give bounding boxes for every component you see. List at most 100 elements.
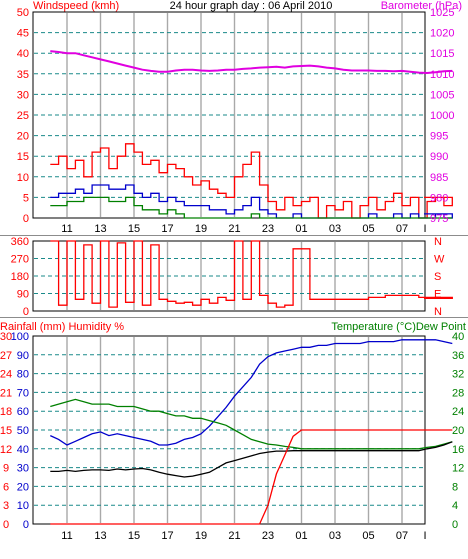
tick-label: 60 bbox=[17, 406, 29, 418]
barometer-tick-labels: 975 980 985 990 995 1000 1005 1010 1015 1020 1025 bbox=[430, 7, 454, 225]
windspeed-tick-labels: 0 5 10 15 20 25 30 35 40 45 50 bbox=[17, 7, 29, 225]
tick-label: 3 bbox=[3, 500, 9, 512]
tick-label: 0 bbox=[23, 213, 29, 225]
tick-label: 30 bbox=[0, 331, 12, 343]
tick-label: 8 bbox=[452, 481, 458, 493]
tick-label: 18 bbox=[0, 406, 12, 418]
time-tick-label: 01 bbox=[295, 530, 307, 542]
time-tick-label: I bbox=[423, 530, 426, 542]
time-tick-label: 13 bbox=[94, 223, 106, 235]
tick-label: 9 bbox=[3, 463, 9, 475]
tick-label: 1025 bbox=[430, 7, 454, 19]
tick-label: 15 bbox=[0, 425, 12, 437]
tick-label: 70 bbox=[17, 387, 29, 399]
wind-panel-series bbox=[50, 50, 453, 219]
tick-label: 0 bbox=[3, 519, 9, 531]
tick-label: 21 bbox=[0, 387, 12, 399]
tick-label: 20 bbox=[17, 481, 29, 493]
time-tick-label: 15 bbox=[128, 223, 140, 235]
tick-label: 1020 bbox=[430, 28, 454, 40]
direction-degree-labels: 0 90 180 270 360 bbox=[11, 236, 29, 318]
rainfall-tick-labels: 0 3 6 9 12 15 18 21 24 27 30 bbox=[0, 331, 12, 531]
time-tick-label: 23 bbox=[262, 530, 274, 542]
tick-label: 12 bbox=[0, 444, 12, 456]
time-tick-label: 21 bbox=[228, 223, 240, 235]
tick-label: 25 bbox=[17, 110, 29, 122]
tick-label: 15 bbox=[17, 151, 29, 163]
tick-label: 28 bbox=[452, 387, 464, 399]
wind-panel-grid bbox=[34, 13, 424, 217]
time-tick-label: 05 bbox=[362, 530, 374, 542]
time-tick-label: 19 bbox=[195, 530, 207, 542]
tick-label: 1010 bbox=[430, 69, 454, 81]
temperature-time-tick-labels: 11 13 15 17 19 21 23 01 03 05 07 I bbox=[61, 530, 426, 542]
time-tick-label: 01 bbox=[295, 223, 307, 235]
gust-series-line bbox=[50, 143, 453, 219]
temperature-series-line bbox=[50, 398, 453, 450]
avg_wind-series-line bbox=[50, 184, 453, 219]
rain-humidity-axis-label: Rainfall (mm) Humidity % bbox=[0, 321, 124, 333]
rainfall-label: Rainfall (mm) Humidity % bbox=[0, 321, 124, 333]
time-tick-label: 23 bbox=[262, 223, 274, 235]
humidity-tick-labels: 0 10 20 30 40 50 60 70 80 90 100 bbox=[11, 331, 29, 531]
barometer-series-line bbox=[50, 50, 453, 75]
tick-label: 90 bbox=[17, 350, 29, 362]
tick-label: 10 bbox=[17, 172, 29, 184]
tick-label: 24 bbox=[452, 406, 464, 418]
tick-label: 0 bbox=[23, 306, 29, 318]
tick-label: 980 bbox=[430, 192, 448, 204]
tick-label: 1000 bbox=[430, 110, 454, 122]
tick-label: 24 bbox=[0, 369, 12, 381]
tick-label: 1005 bbox=[430, 89, 454, 101]
time-tick-label: 13 bbox=[94, 530, 106, 542]
tick-label: S bbox=[434, 271, 441, 283]
tick-label: N bbox=[434, 236, 442, 248]
tick-label: 5 bbox=[23, 192, 29, 204]
tick-label: 40 bbox=[17, 48, 29, 60]
wind-time-tick-labels: 11 13 15 17 19 21 23 01 03 05 07 I bbox=[61, 223, 426, 235]
barometer-axis-label: Barometer (hPa) bbox=[381, 0, 462, 12]
tick-label: 100 bbox=[11, 331, 29, 343]
tick-label: 35 bbox=[17, 69, 29, 81]
tick-label: 6 bbox=[3, 481, 9, 493]
humidity-series-line bbox=[50, 339, 453, 446]
dewpoint-series-line bbox=[50, 441, 453, 478]
tick-label: 985 bbox=[430, 172, 448, 184]
tick-label: 40 bbox=[452, 331, 464, 343]
tick-label: W bbox=[434, 254, 445, 266]
tick-label: 975 bbox=[430, 213, 448, 225]
time-tick-label: I bbox=[423, 223, 426, 235]
tick-label: 995 bbox=[430, 131, 448, 143]
tick-label: 80 bbox=[17, 369, 29, 381]
time-tick-label: 17 bbox=[161, 223, 173, 235]
tick-label: 36 bbox=[452, 350, 464, 362]
tick-label: 360 bbox=[11, 236, 29, 248]
time-tick-label: 15 bbox=[128, 530, 140, 542]
time-tick-label: 19 bbox=[195, 223, 207, 235]
wind-direction-series-line bbox=[50, 240, 453, 308]
tick-label: 180 bbox=[11, 271, 29, 283]
tick-label: 990 bbox=[430, 151, 448, 163]
tick-label: 50 bbox=[17, 7, 29, 19]
time-tick-label: 11 bbox=[61, 530, 72, 542]
time-tick-label: 07 bbox=[396, 530, 408, 542]
tick-label: 0 bbox=[23, 519, 29, 531]
temperature-tick-labels: 0 4 8 12 16 20 24 28 32 36 40 bbox=[452, 331, 464, 531]
windspeed-axis-label: Windspeed (kmh) bbox=[33, 0, 119, 12]
tick-label: 0 bbox=[452, 519, 458, 531]
temperature-axis-label: Temperature (°C)Dew Point bbox=[331, 321, 466, 333]
low_wind-series-line bbox=[50, 196, 453, 219]
tick-label: 45 bbox=[17, 28, 29, 40]
tick-label: 16 bbox=[452, 444, 464, 456]
tick-label: 20 bbox=[17, 131, 29, 143]
tick-label: 1015 bbox=[430, 48, 454, 60]
tick-label: 27 bbox=[0, 350, 12, 362]
rain-series-line bbox=[50, 429, 453, 525]
direction-panel-series bbox=[50, 240, 453, 308]
tick-label: 4 bbox=[452, 500, 458, 512]
tick-label: 50 bbox=[17, 425, 29, 437]
tick-label: 30 bbox=[17, 463, 29, 475]
tick-label: E bbox=[434, 289, 441, 301]
time-tick-label: 21 bbox=[228, 530, 240, 542]
